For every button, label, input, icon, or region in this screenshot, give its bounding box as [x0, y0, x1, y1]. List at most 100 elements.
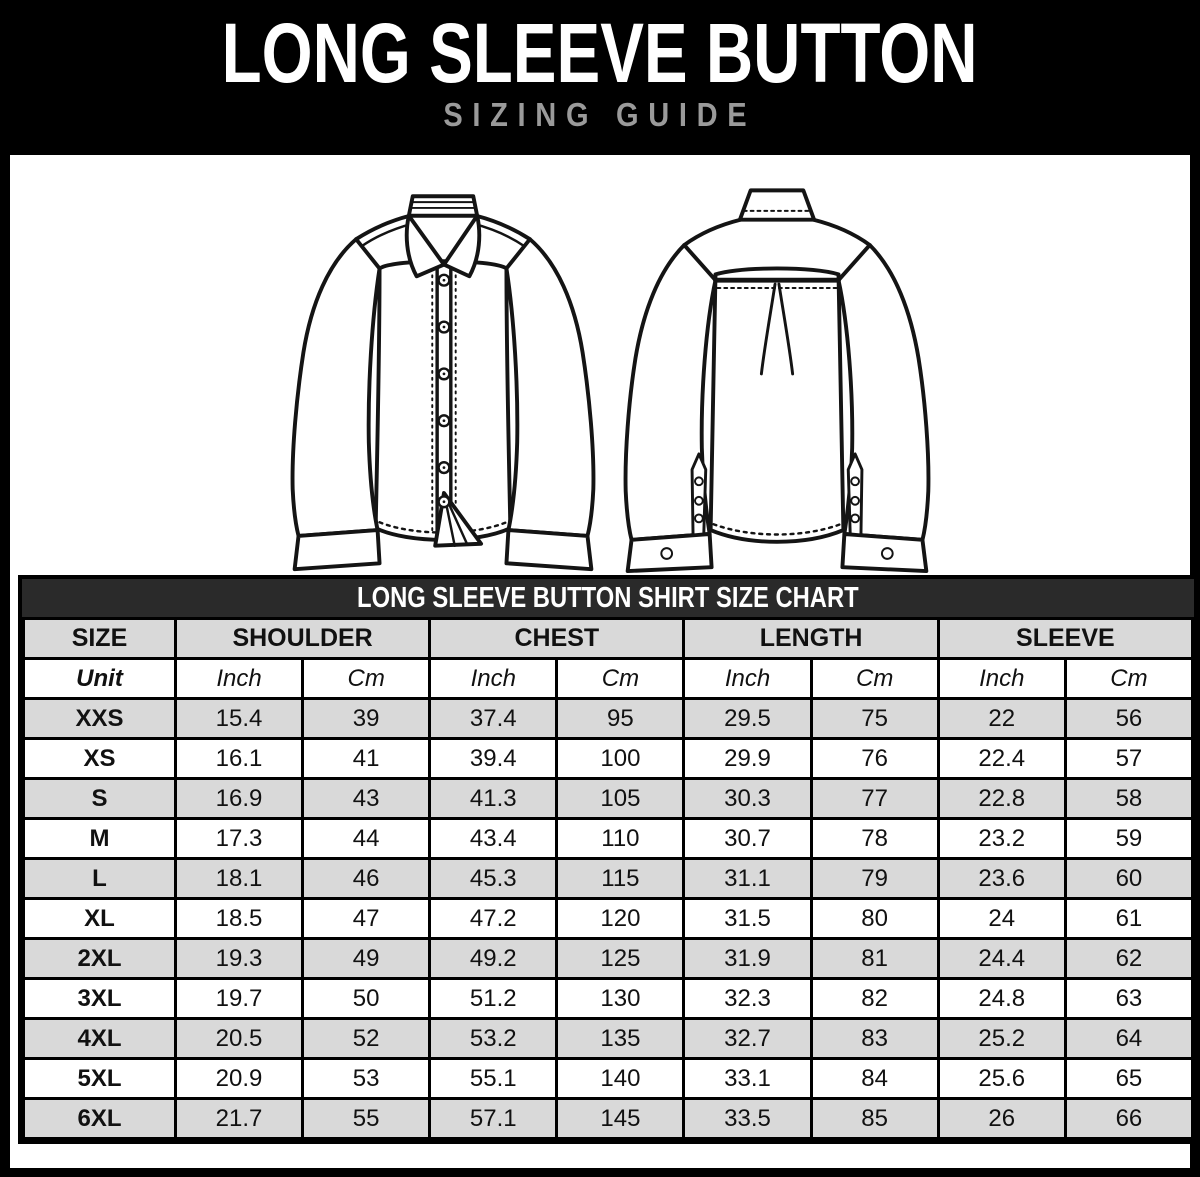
unit-cell: Cm: [555, 657, 686, 700]
measurement-value: 33.5: [682, 1097, 813, 1140]
measurement-value: 58: [1063, 777, 1195, 820]
unit-cell: Inch: [428, 657, 559, 700]
measurement-value: 32.7: [682, 1017, 813, 1060]
size-label: XS: [22, 737, 177, 780]
measurement-value: 52: [301, 1017, 432, 1060]
measurement-value: 22.8: [936, 777, 1067, 820]
size-label: XL: [22, 897, 177, 940]
measurement-value: 105: [555, 777, 686, 820]
measurement-value: 50: [301, 977, 432, 1020]
size-row: XS 16.1 41 39.4 100 29.9 76 22.4 57: [22, 737, 1195, 780]
size-row: 5XL 20.9 53 55.1 140 33.1 84 25.6 65: [22, 1057, 1195, 1100]
measurement-value: 44: [301, 817, 432, 860]
measurement-value: 120: [555, 897, 686, 940]
measurement-value: 60: [1063, 857, 1195, 900]
measurement-value: 24.8: [936, 977, 1067, 1020]
measurement-value: 100: [555, 737, 686, 780]
measurement-value: 16.1: [173, 737, 305, 780]
measurement-value: 45.3: [428, 857, 559, 900]
size-label: S: [22, 777, 177, 820]
measurement-value: 47: [301, 897, 432, 940]
measurement-value: 37.4: [428, 697, 559, 740]
measurement-value: 30.3: [682, 777, 813, 820]
measurement-value: 135: [555, 1017, 686, 1060]
size-label: 5XL: [22, 1057, 177, 1100]
measurement-value: 53: [301, 1057, 432, 1100]
measurement-value: 43.4: [428, 817, 559, 860]
unit-label: Unit: [22, 657, 177, 700]
unit-cell: Cm: [301, 657, 432, 700]
size-table-body: XXS 15.4 39 37.4 95 29.5 75 22 56 XS 16.1 41 39.4 100…: [22, 697, 1195, 1140]
column-header-row: SIZE SHOULDER CHEST LENGTH SLEEVE: [22, 617, 1195, 660]
measurement-value: 62: [1063, 937, 1195, 980]
measurement-value: 82: [809, 977, 940, 1020]
size-row: 6XL 21.7 55 57.1 145 33.5 85 26 66: [22, 1097, 1195, 1140]
size-row: L 18.1 46 45.3 115 31.1 79 23.6 60: [22, 857, 1195, 900]
measurement-value: 17.3: [173, 817, 305, 860]
measurement-value: 33.1: [682, 1057, 813, 1100]
column-header-chest: CHEST: [428, 617, 686, 660]
size-chart-title-bar: LONG SLEEVE BUTTON SHIRT SIZE CHART: [22, 579, 1194, 617]
measurement-value: 55.1: [428, 1057, 559, 1100]
unit-row: Unit Inch Cm Inch Cm Inch Cm Inch Cm: [22, 657, 1195, 700]
measurement-value: 49.2: [428, 937, 559, 980]
column-header-length: LENGTH: [682, 617, 940, 660]
size-label: 3XL: [22, 977, 177, 1020]
unit-cell: Cm: [1063, 657, 1195, 700]
measurement-value: 145: [555, 1097, 686, 1140]
size-label: L: [22, 857, 177, 900]
size-label: XXS: [22, 697, 177, 740]
measurement-value: 25.6: [936, 1057, 1067, 1100]
column-header-size: SIZE: [22, 617, 177, 660]
measurement-value: 125: [555, 937, 686, 980]
measurement-value: 57: [1063, 737, 1195, 780]
unit-cell: Inch: [682, 657, 813, 700]
measurement-value: 22.4: [936, 737, 1067, 780]
measurement-value: 56: [1063, 697, 1195, 740]
measurement-value: 110: [555, 817, 686, 860]
measurement-value: 43: [301, 777, 432, 820]
size-row: XXS 15.4 39 37.4 95 29.5 75 22 56: [22, 697, 1195, 740]
column-header-shoulder: SHOULDER: [173, 617, 432, 660]
size-table: SIZE SHOULDER CHEST LENGTH SLEEVE Unit I…: [22, 617, 1195, 1140]
measurement-value: 78: [809, 817, 940, 860]
measurement-value: 79: [809, 857, 940, 900]
measurement-value: 39.4: [428, 737, 559, 780]
measurement-value: 24: [936, 897, 1067, 940]
measurement-value: 25.2: [936, 1017, 1067, 1060]
shirt-front-illustration: [290, 194, 596, 572]
measurement-value: 84: [809, 1057, 940, 1100]
measurement-value: 19.3: [173, 937, 305, 980]
size-row: 4XL 20.5 52 53.2 135 32.7 83 25.2 64: [22, 1017, 1195, 1060]
size-label: 2XL: [22, 937, 177, 980]
measurement-value: 64: [1063, 1017, 1195, 1060]
measurement-value: 23.2: [936, 817, 1067, 860]
measurement-value: 19.7: [173, 977, 305, 1020]
measurement-value: 81: [809, 937, 940, 980]
measurement-value: 49: [301, 937, 432, 980]
measurement-value: 77: [809, 777, 940, 820]
measurement-value: 15.4: [173, 697, 305, 740]
illustration-panel: LONG SLEEVE BUTTON SHIRT SIZE CHART SIZE…: [10, 155, 1198, 1168]
size-label: 4XL: [22, 1017, 177, 1060]
measurement-value: 53.2: [428, 1017, 559, 1060]
size-label: 6XL: [22, 1097, 177, 1140]
measurement-value: 130: [555, 977, 686, 1020]
size-row: XL 18.5 47 47.2 120 31.5 80 24 61: [22, 897, 1195, 940]
shirt-back-illustration: [623, 188, 931, 574]
measurement-value: 30.7: [682, 817, 813, 860]
measurement-value: 61: [1063, 897, 1195, 940]
measurement-value: 21.7: [173, 1097, 305, 1140]
header: LONG SLEEVE BUTTON SIZING GUIDE: [0, 0, 1200, 155]
measurement-value: 66: [1063, 1097, 1195, 1140]
measurement-value: 22: [936, 697, 1067, 740]
size-chart: LONG SLEEVE BUTTON SHIRT SIZE CHART SIZE…: [18, 575, 1198, 1144]
measurement-value: 16.9: [173, 777, 305, 820]
column-header-sleeve: SLEEVE: [936, 617, 1195, 660]
measurement-value: 80: [809, 897, 940, 940]
measurement-value: 26: [936, 1097, 1067, 1140]
measurement-value: 95: [555, 697, 686, 740]
measurement-value: 115: [555, 857, 686, 900]
size-row: M 17.3 44 43.4 110 30.7 78 23.2 59: [22, 817, 1195, 860]
